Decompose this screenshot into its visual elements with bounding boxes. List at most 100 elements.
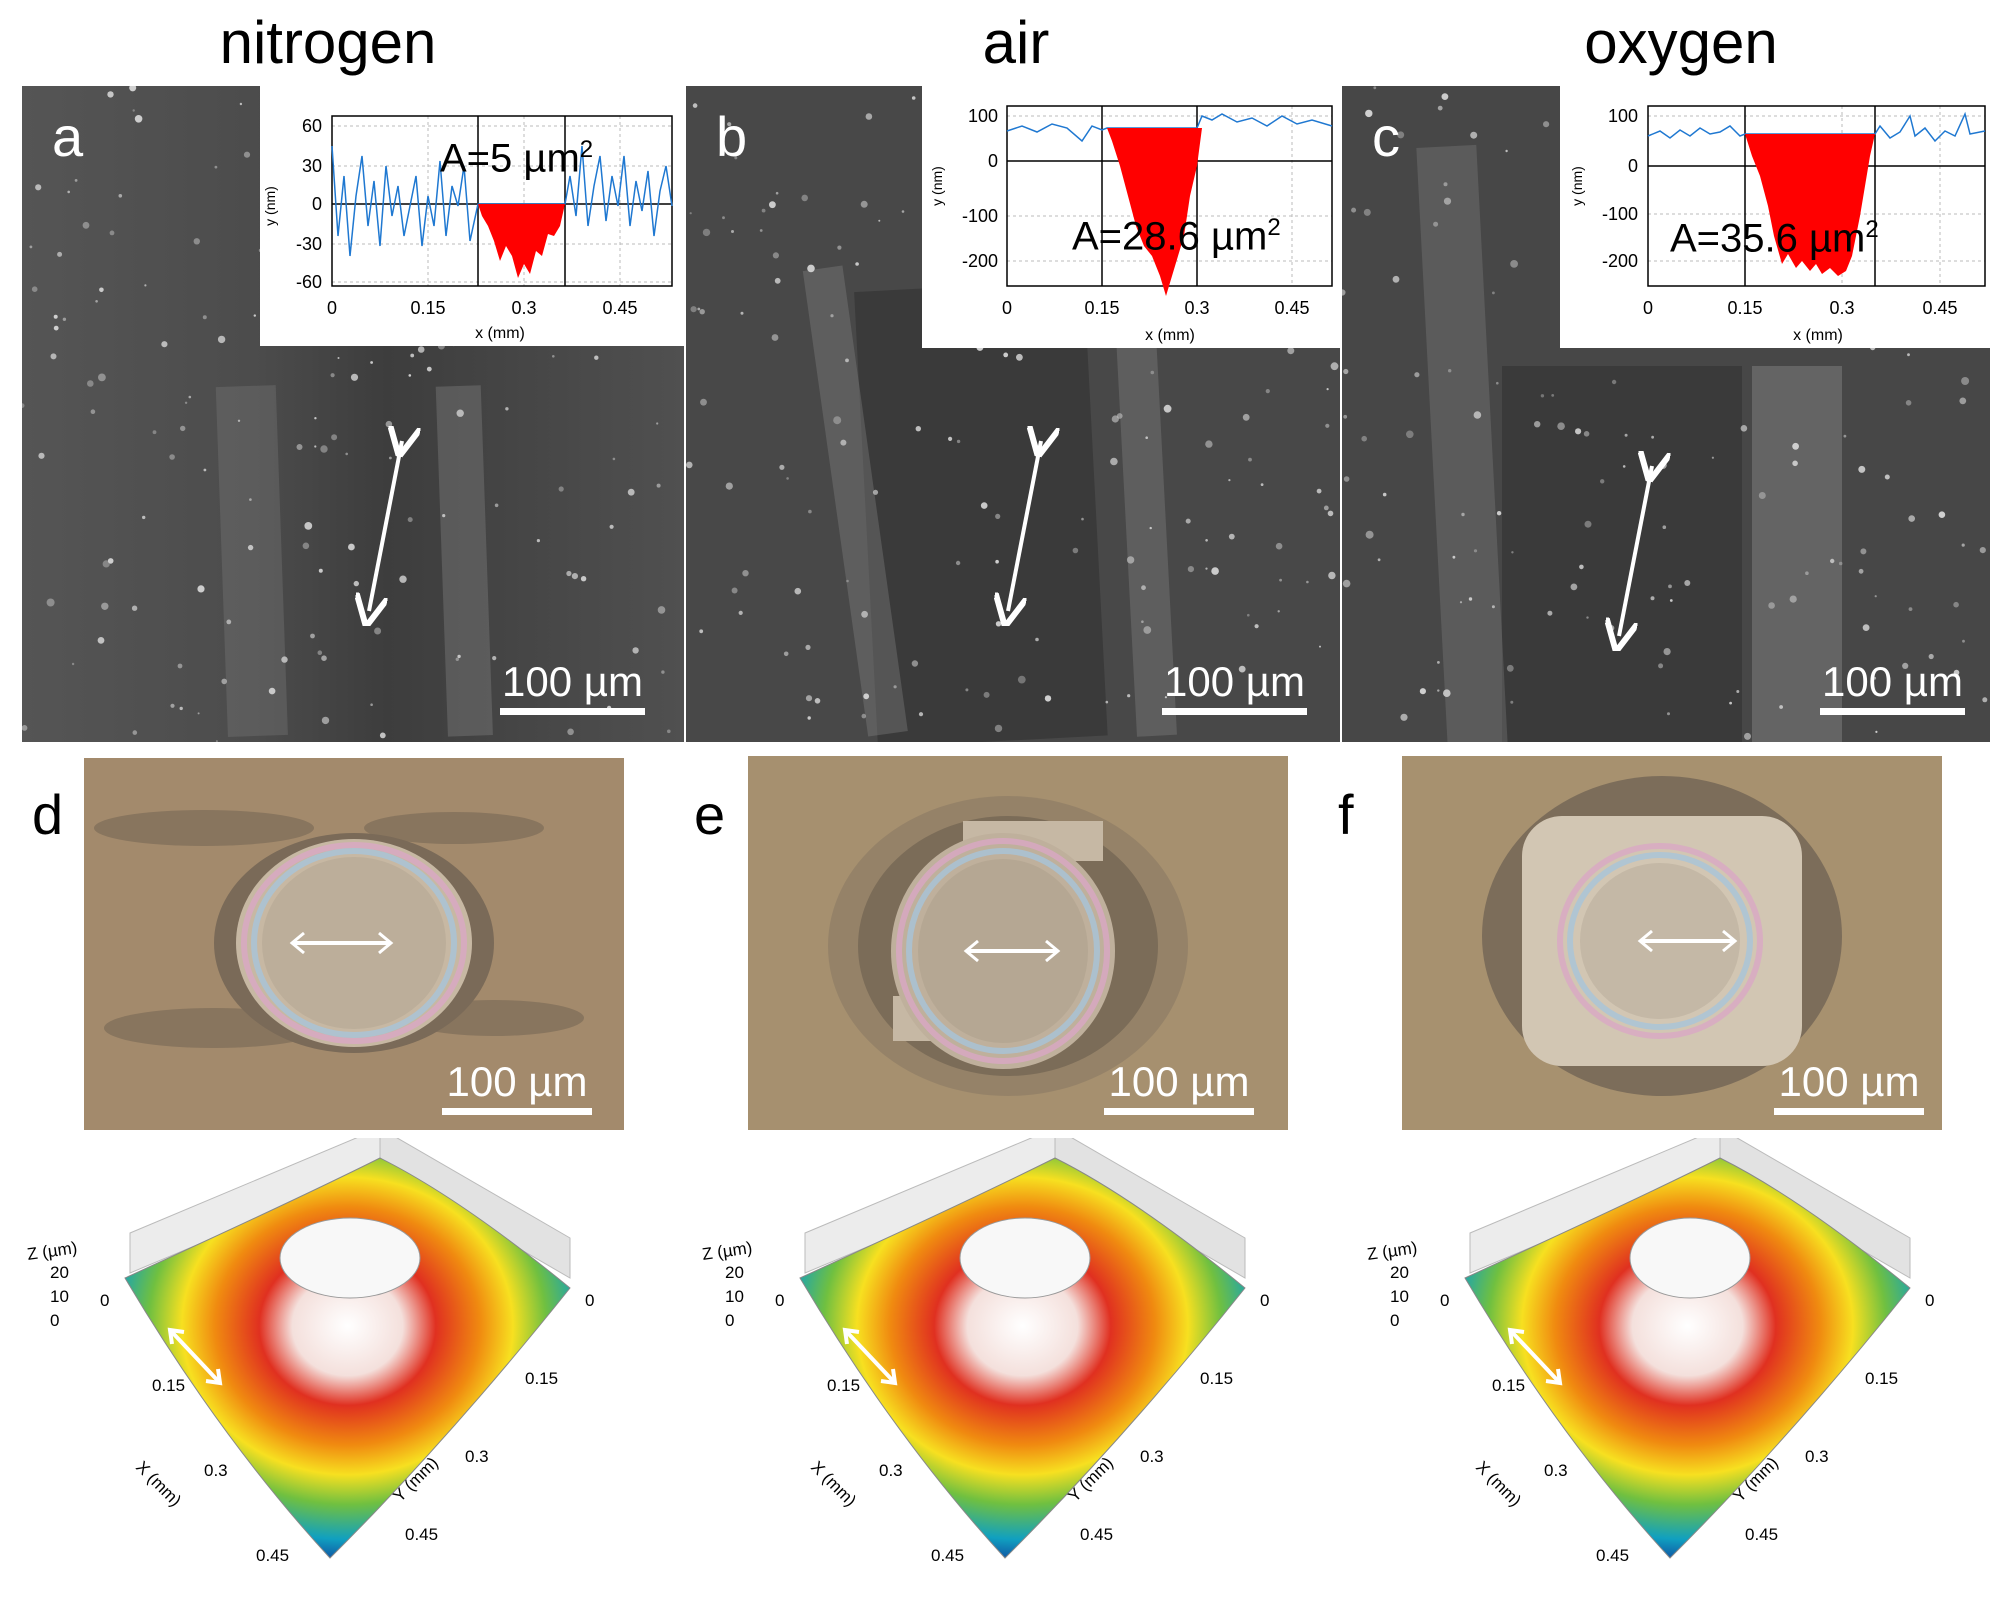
scale-bar-e: 100 µm xyxy=(1104,1058,1254,1115)
surface-particle xyxy=(370,361,373,364)
surface-particle xyxy=(661,670,665,674)
surface-particle xyxy=(82,221,90,229)
surface-particle xyxy=(656,483,661,488)
surface-particle xyxy=(1127,694,1131,698)
x-tick-label: 0.3 xyxy=(879,1461,903,1480)
surface-particle xyxy=(1586,616,1589,619)
y-tick-label: 0.3 xyxy=(465,1447,489,1466)
surface-particle xyxy=(1962,639,1965,643)
surface-particle xyxy=(1491,605,1495,609)
surface-particle xyxy=(727,122,732,127)
profile-y-ticks: 100 0 -100 -200 xyxy=(962,106,998,271)
surface-particle xyxy=(772,252,779,259)
profile-x-tick-label: 0.45 xyxy=(1274,298,1309,318)
surface-particle xyxy=(1510,260,1518,268)
surface-particle xyxy=(700,398,707,406)
surface-particle xyxy=(1228,533,1235,540)
surface-particle xyxy=(1905,400,1912,406)
surface-particle xyxy=(786,477,789,480)
surface-particle xyxy=(759,229,763,232)
surface-particle xyxy=(1540,394,1545,398)
surface-particle xyxy=(1496,381,1499,385)
surface-particle xyxy=(321,716,330,725)
surface-particle xyxy=(965,688,969,692)
column-title-nitrogen: nitrogen xyxy=(219,9,437,76)
surface-particle xyxy=(302,542,310,550)
surface-particle xyxy=(878,219,881,222)
surface-particle xyxy=(142,515,146,520)
panel-label-a: a xyxy=(52,105,84,168)
z-tick-label: 10 xyxy=(1390,1287,1409,1306)
surface-particle xyxy=(1306,580,1309,584)
surface-particle xyxy=(1211,567,1219,575)
surface-particle xyxy=(1874,595,1877,598)
x-axis-label: X (mm) xyxy=(132,1457,185,1510)
profile-x-tick-label: 0 xyxy=(327,298,337,318)
surface-particle xyxy=(1433,221,1439,227)
surface-particle xyxy=(98,373,106,382)
surface-particle xyxy=(699,309,705,315)
profile-x-tick-label: 0 xyxy=(1643,298,1653,318)
profile-x-tick-label: 0.3 xyxy=(511,298,536,318)
surface-particle xyxy=(492,656,497,661)
profile-x-ticks: 0 0.15 0.3 0.45 xyxy=(1002,298,1310,318)
surface-particle xyxy=(692,103,698,108)
surface-particle xyxy=(918,712,924,717)
surface-particle xyxy=(253,314,256,317)
surface-particle xyxy=(1805,571,1809,575)
surface-particle xyxy=(1279,578,1282,582)
surface-particle xyxy=(1016,353,1023,361)
surface-particle xyxy=(632,647,639,654)
surface-particle xyxy=(1729,701,1732,705)
column-title-air: air xyxy=(982,9,1050,76)
surface-particle xyxy=(1792,460,1798,467)
surface-particle xyxy=(1902,662,1909,670)
worn-cap xyxy=(279,1217,421,1299)
surface-particle xyxy=(872,489,879,495)
surface-particle xyxy=(107,91,114,98)
surface-particle xyxy=(71,662,75,666)
surface-particle xyxy=(1570,583,1578,591)
surface-particle xyxy=(221,678,227,685)
surface-particle xyxy=(1461,512,1465,517)
surface-particle xyxy=(1228,479,1231,482)
surface-particle xyxy=(1779,705,1783,709)
surface-particle xyxy=(983,691,990,698)
optical-panel-d: 100 µm xyxy=(84,758,624,1130)
surface-particle xyxy=(771,334,779,341)
surface-particle xyxy=(131,605,138,611)
surface-particle xyxy=(1979,547,1986,554)
surface-particle xyxy=(161,341,168,348)
svg-text:x (mm): x (mm) xyxy=(1793,327,1843,344)
surface-particle xyxy=(1072,547,1079,554)
surface-particle xyxy=(317,650,323,655)
surface-particle xyxy=(1326,388,1329,391)
surface-particle xyxy=(134,115,143,123)
surface-particle xyxy=(1511,551,1514,554)
profile-inset-c: 100 0 -100 -200 0 0.15 0.3 0.45 y (nm) x (mm) … xyxy=(1560,86,1990,348)
surface-particle xyxy=(296,444,303,450)
surface-particle xyxy=(35,184,42,191)
surface-particle xyxy=(807,716,811,720)
surface-particle xyxy=(217,335,226,344)
surface-particle xyxy=(320,445,328,453)
profile-y-tick-label: 0 xyxy=(1628,156,1638,176)
z-tick-label: 10 xyxy=(50,1287,69,1306)
surface-particle xyxy=(132,730,138,735)
surface-particle xyxy=(1611,379,1617,385)
surface-particle xyxy=(129,86,137,92)
surface-particle xyxy=(580,576,587,582)
surface-particle xyxy=(1205,440,1213,448)
z-tick-label: 10 xyxy=(725,1287,744,1306)
surface-plot: Z (µm)20 10 0 0 0.15 0.3 0.45 X (mm) 0 0.15 0.3 0.4… xyxy=(701,1138,1269,1565)
surface-particle xyxy=(1017,675,1026,684)
surface-particle xyxy=(1862,624,1870,631)
surface-particle xyxy=(911,96,916,100)
surface-particle xyxy=(1254,624,1259,629)
x-tick-label: 0.45 xyxy=(1596,1546,1629,1565)
surface-particle xyxy=(455,657,459,661)
profile-y-tick-label: 0 xyxy=(312,194,322,214)
surface-particle xyxy=(1534,421,1541,428)
surface-particle xyxy=(1624,433,1628,437)
surface-particle xyxy=(152,430,157,435)
